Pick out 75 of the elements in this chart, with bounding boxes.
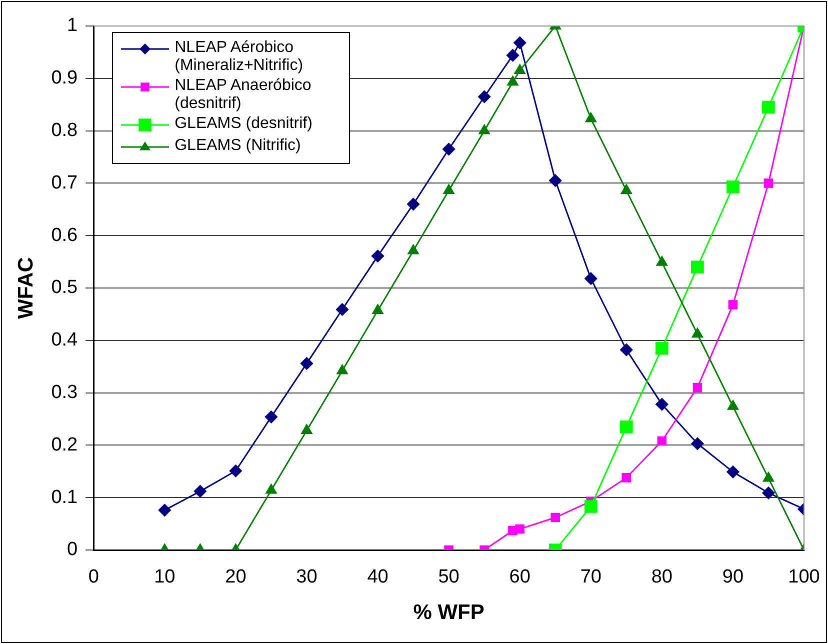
y-tick-label: 0.7 bbox=[51, 172, 78, 194]
x-tick-label: 30 bbox=[296, 566, 318, 588]
point bbox=[656, 398, 668, 411]
point bbox=[692, 382, 702, 392]
point bbox=[620, 420, 633, 434]
x-tick-label: 10 bbox=[154, 566, 176, 588]
y-tick-label: 1 bbox=[67, 15, 78, 36]
point bbox=[620, 344, 633, 356]
point bbox=[584, 272, 598, 285]
point bbox=[506, 49, 519, 62]
legend-label: NLEAP Aérobico (Mineraliz+Nitrific) bbox=[174, 39, 304, 75]
point bbox=[515, 524, 524, 534]
point bbox=[336, 303, 348, 316]
x-tick-label: 80 bbox=[651, 566, 672, 588]
point bbox=[727, 400, 738, 410]
legend-label: GLEAMS (desnitrif) bbox=[174, 115, 312, 133]
y-tick-label: 0.8 bbox=[51, 120, 78, 142]
y-tick-label: 0.9 bbox=[51, 68, 78, 89]
point bbox=[585, 112, 596, 122]
point bbox=[514, 64, 526, 74]
x-tick-label: 50 bbox=[438, 566, 460, 588]
x-tick-label: 40 bbox=[367, 566, 388, 588]
point bbox=[194, 485, 206, 498]
point bbox=[549, 174, 562, 187]
x-axis-title: % WFP bbox=[413, 601, 484, 624]
point bbox=[266, 484, 277, 494]
x-tick-label: 20 bbox=[225, 566, 246, 588]
point bbox=[478, 124, 490, 134]
y-tick-label: 0.4 bbox=[51, 330, 78, 351]
point bbox=[478, 90, 491, 103]
y-tick-label: 0.6 bbox=[51, 224, 78, 246]
y-tick-label: 0.3 bbox=[51, 382, 78, 404]
point bbox=[762, 472, 774, 482]
point bbox=[622, 473, 632, 482]
point bbox=[691, 260, 704, 274]
point bbox=[584, 500, 598, 513]
y-tick-label: 0.1 bbox=[51, 486, 78, 508]
point bbox=[443, 184, 454, 194]
point bbox=[691, 437, 704, 450]
point bbox=[620, 184, 632, 194]
x-tick-label: 100 bbox=[788, 566, 820, 588]
point bbox=[300, 357, 313, 370]
point bbox=[762, 486, 775, 500]
point bbox=[692, 328, 703, 338]
legend-label: NLEAP Anaeróbico (desnitrif) bbox=[174, 77, 312, 113]
point bbox=[764, 178, 774, 188]
point bbox=[158, 504, 171, 516]
point bbox=[264, 410, 278, 424]
point bbox=[372, 304, 384, 314]
point bbox=[336, 364, 348, 374]
y-tick-label: 0.2 bbox=[51, 434, 78, 456]
x-tick-label: 60 bbox=[509, 566, 530, 588]
point bbox=[656, 256, 668, 266]
x-tick-label: 90 bbox=[722, 566, 744, 588]
point bbox=[229, 464, 242, 478]
legend-label: GLEAMS (Nitrific) bbox=[174, 137, 301, 155]
point bbox=[301, 424, 312, 434]
point bbox=[762, 100, 775, 114]
y-tick-label: 0 bbox=[67, 539, 78, 560]
point bbox=[656, 342, 668, 355]
x-tick-label: 0 bbox=[88, 566, 99, 588]
point bbox=[726, 180, 740, 194]
point bbox=[550, 512, 560, 522]
point bbox=[507, 76, 518, 86]
y-axis-title: WFAC bbox=[14, 257, 38, 319]
point bbox=[657, 436, 667, 446]
x-tick-label: 70 bbox=[580, 566, 602, 588]
point bbox=[408, 244, 419, 254]
point bbox=[514, 36, 526, 50]
point bbox=[726, 466, 740, 478]
point bbox=[407, 198, 420, 210]
point bbox=[372, 250, 384, 262]
y-tick-label: 0.5 bbox=[51, 277, 78, 298]
point bbox=[728, 300, 738, 310]
point bbox=[442, 142, 456, 156]
